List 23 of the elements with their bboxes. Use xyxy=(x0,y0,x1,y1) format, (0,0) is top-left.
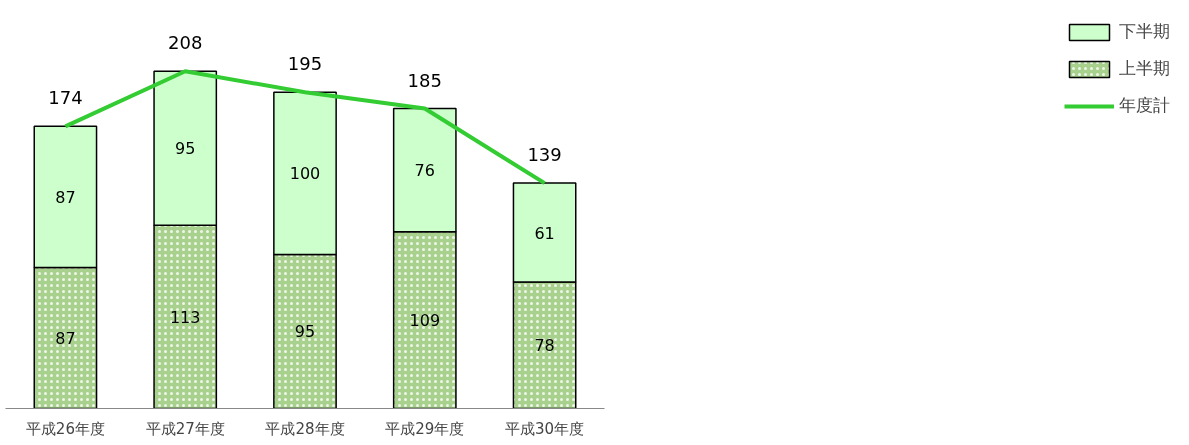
data-label: 87 xyxy=(55,187,76,207)
legend-label: 上半期 xyxy=(1119,57,1170,80)
data-label: 95 xyxy=(294,322,316,342)
legend-label: 年度計 xyxy=(1119,94,1170,117)
data-label: 109 xyxy=(409,311,441,331)
data-label: 208 xyxy=(168,32,203,54)
legend-label: 下半期 xyxy=(1119,20,1170,43)
data-label: 87 xyxy=(55,328,76,348)
data-label: 78 xyxy=(534,336,555,356)
x-tick-label: 平成27年度 xyxy=(145,419,225,438)
data-label: 76 xyxy=(414,161,435,181)
x-tick-label: 平成29年度 xyxy=(385,419,465,438)
data-label: 195 xyxy=(287,53,323,75)
data-label: 61 xyxy=(534,223,555,243)
data-label: 174 xyxy=(48,87,83,109)
x-tick-label: 平成26年度 xyxy=(25,419,105,438)
data-label: 139 xyxy=(527,144,562,166)
x-tick-label: 平成30年度 xyxy=(505,419,585,438)
data-label: 95 xyxy=(175,139,196,159)
x-tick-label: 平成28年度 xyxy=(265,419,345,438)
data-label: 100 xyxy=(289,164,321,184)
data-label: 185 xyxy=(407,69,442,91)
data-label: 113 xyxy=(169,307,201,327)
